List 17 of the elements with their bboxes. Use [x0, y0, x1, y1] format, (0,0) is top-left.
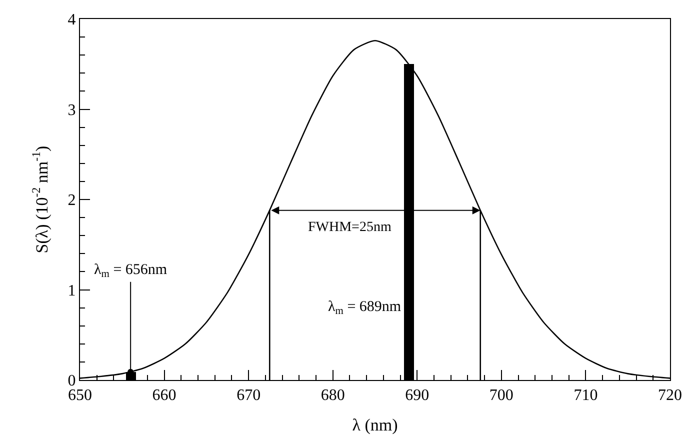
x-tick-label: 710: [574, 387, 598, 404]
y-tick-label: 3: [68, 102, 76, 119]
x-tick-label: 660: [152, 387, 176, 404]
annotation: λ$_{m}$ = 689nm: [328, 299, 402, 318]
annotation: λ$_{m}$ = 656nm: [94, 262, 168, 280]
x-tick-label: 700: [489, 387, 514, 404]
y-tick-label: 2: [68, 192, 76, 210]
annotation: FWHM=25nm: [308, 220, 392, 235]
x-tick-label: 670: [236, 387, 261, 404]
x-tick-label: 650: [68, 387, 92, 404]
x-tick-label: 690: [405, 387, 430, 404]
x-tick-label: 720: [658, 387, 682, 404]
y-tick-label: 4: [68, 12, 76, 29]
x-tick-label: 680: [320, 387, 345, 404]
x-axis-title: λ (nm): [352, 416, 398, 435]
y-tick-label: 1: [68, 282, 76, 300]
y-tick-label: 0: [68, 372, 76, 390]
